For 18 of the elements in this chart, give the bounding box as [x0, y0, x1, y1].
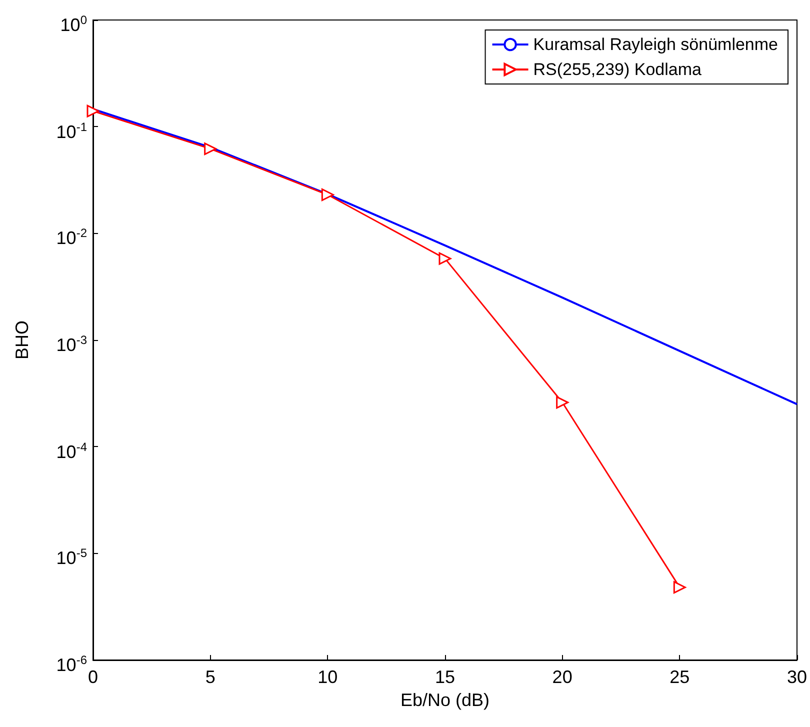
- y-axis-title: BHO: [12, 320, 32, 360]
- y-tick-label: 10$^{-4}$: [56, 438, 87, 464]
- y-tick-label: 10$^{0}$: [60, 12, 87, 37]
- x-tick-label: 15: [434, 667, 456, 687]
- x-tick-label: 20: [552, 667, 572, 687]
- x-tick-label: 30: [786, 667, 808, 687]
- y-tick-label: 10$^{-2}$: [56, 225, 87, 250]
- x-tick-label: 10: [318, 667, 338, 687]
- legend-label: Kuramsal Rayleigh sönümlenme: [533, 35, 778, 54]
- legend-label: RS(255,239) Kodlama: [533, 60, 702, 79]
- y-tick-label: 10$^{-6}$: [56, 652, 87, 677]
- y-tick-label: 10$^{-3}$: [56, 332, 87, 357]
- x-tick-label: 5: [205, 667, 216, 687]
- x-tick-label: 0: [88, 667, 98, 687]
- x-axis-title: Eb/No (dB): [400, 690, 490, 710]
- x-tick-label: 25: [670, 667, 690, 687]
- y-tick-label: 10$^{-1}$: [56, 118, 87, 144]
- y-tick-label: 10$^{-5}$: [56, 545, 87, 570]
